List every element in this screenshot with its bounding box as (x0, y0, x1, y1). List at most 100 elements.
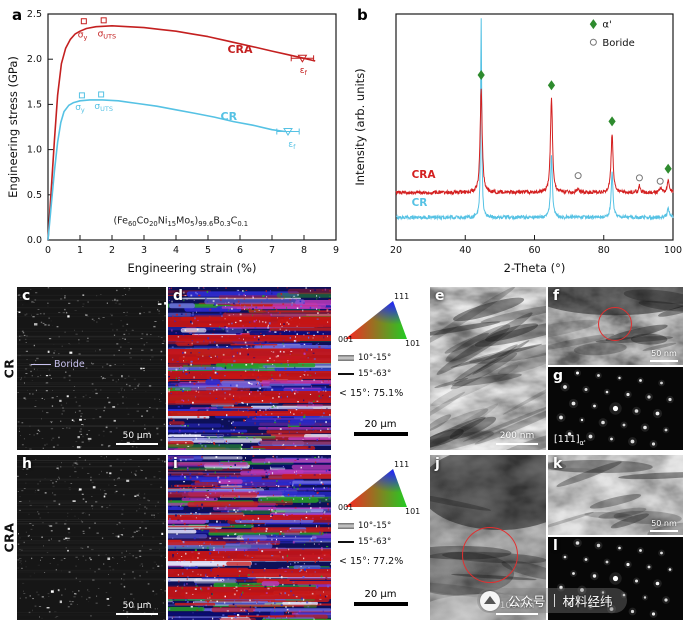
svg-text:εf: εf (288, 140, 296, 151)
svg-text:7: 7 (269, 245, 275, 256)
diffraction-pattern-cr: g [111]α' (548, 367, 683, 450)
ipf-corner-101: 101 (405, 339, 420, 347)
scale-bar-line (116, 442, 158, 445)
boundary-line-icon (338, 541, 354, 543)
tem-detail-texture-cra (548, 455, 683, 535)
svg-text:σUTS: σUTS (94, 102, 113, 113)
watermark-text-1: 公众号 (508, 594, 546, 609)
ipf-corner-111: 111 (394, 292, 409, 301)
tem-micrograph-cra: j 100 nm (430, 455, 546, 620)
misorientation-row-2: 15°-63° (338, 369, 391, 379)
row-label-cr-text: CR (1, 358, 16, 379)
svg-text:Engineering stress (GPa): Engineering stress (GPa) (6, 56, 20, 198)
watermark-logo-icon (480, 590, 500, 611)
scale-bar-line (496, 442, 538, 445)
sem-texture-cr (17, 287, 166, 450)
watermark-divider (553, 594, 555, 607)
ebsd-map-cra: i (168, 455, 331, 620)
scale-bar-ebsd-cr: 20 μm (353, 420, 408, 436)
boundary-line-icon (338, 373, 354, 375)
svg-text:100: 100 (664, 245, 682, 256)
ipf-triangle-icon: 111 001 101 (338, 292, 420, 347)
diffraction-texture-cra (548, 537, 683, 620)
svg-text:σy: σy (78, 31, 88, 42)
highlight-circle (462, 527, 518, 583)
svg-text:CRA: CRA (412, 169, 437, 181)
lagb-fraction: < 15°: 77.2% (339, 556, 404, 567)
svg-text:σy: σy (75, 103, 85, 114)
panel-letter-d: d (173, 288, 184, 304)
scale-bar-line (650, 530, 678, 532)
scale-bar-e: 200 nm (496, 431, 538, 445)
scale-bar-j: 100 nm (496, 601, 538, 615)
ebsd-legend-cra: 111 001 101 10°-15° 15°-63° < 15°: 77.2%… (333, 455, 428, 620)
svg-text:σUTS: σUTS (98, 30, 117, 41)
ebsd-map-cr: d (168, 287, 331, 450)
panel-letter-a: a (12, 6, 23, 24)
panel-letter-i: i (173, 456, 178, 472)
scale-bar-ebsd-cra: 20 μm (353, 590, 408, 606)
panel-letter-b: b (357, 6, 368, 24)
annotation-pointer-line (31, 364, 51, 365)
scale-bar-line (496, 612, 538, 615)
ebsd-legend-cr: 111 001 101 10°-15° 15°-63° < 15°: 75.1%… (333, 287, 428, 450)
svg-text:0.5: 0.5 (27, 190, 42, 201)
svg-text:1.5: 1.5 (27, 99, 42, 110)
svg-text:0.0: 0.0 (27, 235, 42, 246)
lagb-fraction: < 15°: 75.1% (339, 388, 404, 399)
svg-text:2: 2 (109, 245, 115, 256)
diffraction-texture-cr (548, 367, 683, 450)
svg-text:4: 4 (173, 245, 179, 256)
svg-text:α': α' (602, 20, 611, 31)
zone-axis-label: [111]α' (554, 434, 586, 447)
stress-strain-plot: 0 1 2 3 4 5 6 7 8 9 0.0 0.5 1.0 1.5 2.0 2.5 Engineering … (4, 2, 348, 282)
svg-text:0: 0 (45, 245, 51, 256)
boride-label: Boride (54, 359, 85, 370)
ebsd-texture-cr (168, 287, 331, 450)
scale-bar-line (353, 432, 408, 436)
ipf-corner-001: 001 (338, 503, 353, 512)
scale-bar-f: 50 nm (650, 350, 678, 362)
tem-micrograph-cr: e 200 nm (430, 287, 546, 450)
ipf-triangle-icon: 111 001 101 (338, 460, 420, 515)
svg-text:CR: CR (412, 197, 428, 209)
highlight-circle (598, 307, 632, 341)
svg-text:Boride: Boride (602, 38, 634, 49)
ipf-corner-111: 111 (394, 460, 409, 469)
scale-bar-line (353, 602, 408, 606)
diffraction-pattern-cra: l (548, 537, 683, 620)
scale-bar-k: 50 nm (650, 520, 678, 532)
svg-text:2-Theta (°): 2-Theta (°) (504, 261, 566, 275)
svg-text:2.0: 2.0 (27, 54, 42, 65)
row-label-cra-text: CRA (1, 522, 17, 553)
svg-text:60: 60 (528, 245, 540, 256)
watermark-text-2: 材料经纬 (562, 594, 613, 609)
svg-text:1.0: 1.0 (27, 145, 42, 156)
ebsd-texture-cra (168, 455, 331, 620)
panel-letter-g: g (553, 368, 564, 384)
panel-letter-e: e (435, 288, 445, 304)
panel-letter-c: c (22, 288, 31, 304)
tem-detail-cr: f 50 nm (548, 287, 683, 365)
panel-letter-h: h (22, 456, 32, 472)
misorientation-row-1: 10°-15° (338, 353, 391, 363)
misorientation-row-1: 10°-15° (338, 521, 391, 531)
svg-text:(Fe60Co20Ni15Mo5)99.6B0.3C0.1: (Fe60Co20Ni15Mo5)99.6B0.3C0.1 (113, 216, 248, 228)
sem-texture-cra (17, 455, 166, 620)
row-label-cr: CR (0, 287, 17, 450)
svg-text:Intensity (arb. units): Intensity (arb. units) (353, 68, 367, 185)
svg-text:1: 1 (77, 245, 83, 256)
svg-text:9: 9 (333, 245, 339, 256)
svg-text:5: 5 (205, 245, 211, 256)
svg-text:80: 80 (598, 245, 610, 256)
svg-text:40: 40 (459, 245, 471, 256)
svg-text:Engineering strain (%): Engineering strain (%) (128, 261, 257, 275)
svg-text:20: 20 (390, 245, 402, 256)
panel-letter-l: l (553, 538, 558, 554)
xrd-plot: 20 40 60 80 100 2-Theta (°) Intensity (arb. un… (350, 2, 683, 282)
svg-text:3: 3 (141, 245, 147, 256)
panel-letter-k: k (553, 456, 563, 472)
boundary-band-icon (338, 355, 354, 361)
scale-bar-line (116, 612, 158, 615)
